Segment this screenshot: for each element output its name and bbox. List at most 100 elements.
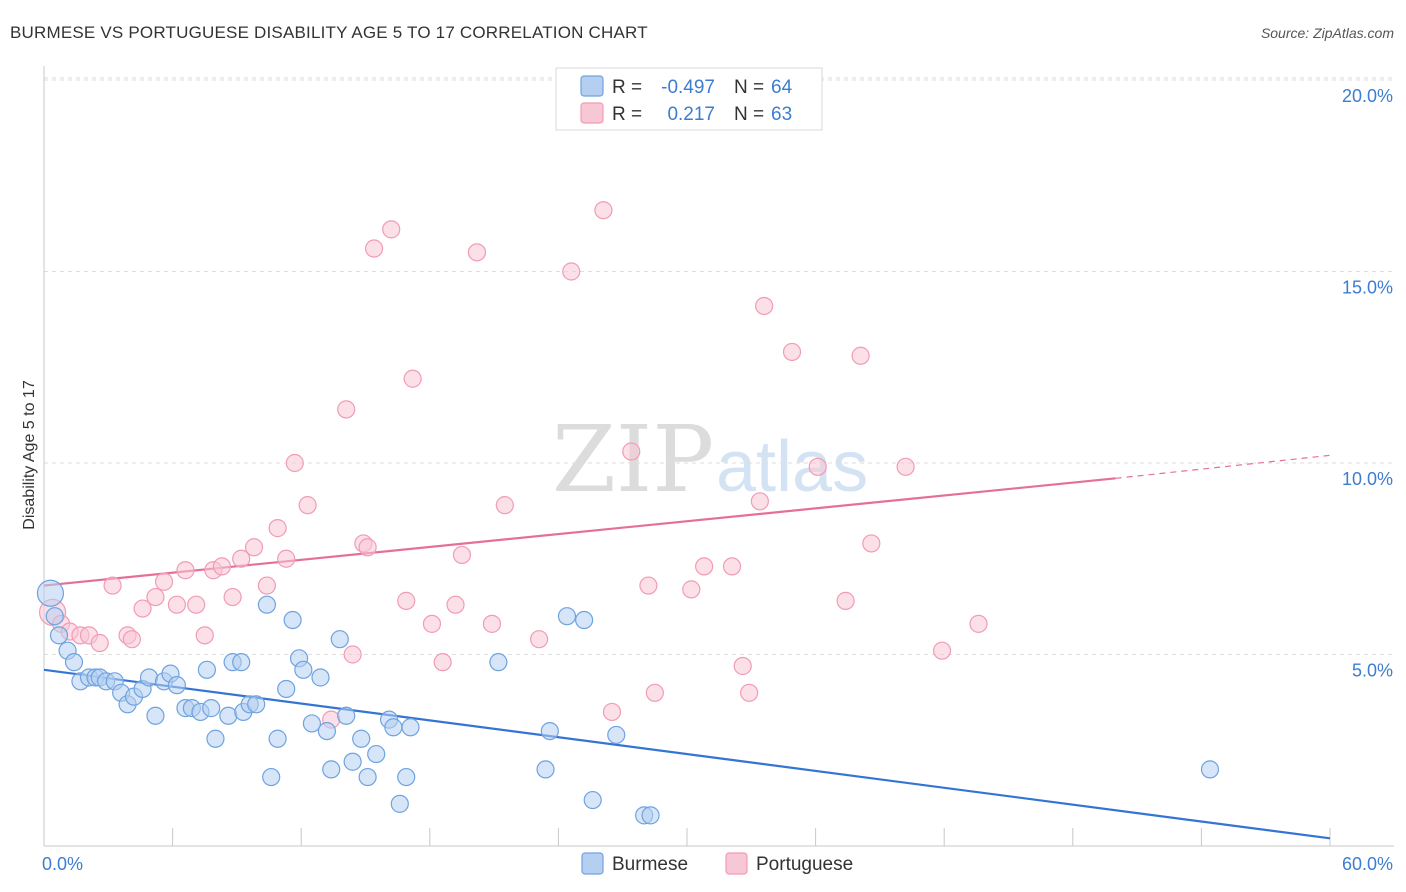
point-portuguese-25 [298, 496, 317, 515]
point-portuguese-47 [639, 576, 658, 595]
point-portuguese-55 [755, 296, 774, 316]
point-portuguese-49 [682, 580, 701, 599]
point-burmese-0 [36, 579, 65, 607]
point-burmese-54 [489, 653, 508, 672]
legend-r-label-portuguese: R = [612, 104, 642, 125]
point-portuguese-53 [740, 683, 759, 702]
point-portuguese-14 [187, 595, 206, 614]
point-burmese-44 [337, 706, 356, 725]
point-burmese-43 [330, 630, 349, 649]
point-burmese-34 [268, 729, 287, 748]
point-burmese-45 [343, 752, 362, 771]
point-portuguese-9 [133, 599, 152, 618]
correlation-legend: R = -0.497 N = 64 R = 0.217 N = 63 [555, 67, 823, 131]
point-burmese-15 [139, 668, 159, 687]
point-burmese-2 [49, 626, 69, 645]
point-portuguese-20 [244, 538, 264, 557]
legend-r-value-burmese: -0.497 [661, 77, 715, 98]
y-tick-label-3: 20.0% [1342, 86, 1393, 106]
point-portuguese-17 [212, 557, 231, 576]
point-portuguese-22 [268, 519, 287, 538]
y-tick-label-2: 15.0% [1342, 278, 1393, 298]
legend-n-value-portuguese: 63 [771, 104, 792, 125]
point-burmese-51 [390, 794, 409, 813]
point-portuguese-44 [594, 201, 613, 220]
series-legend-swatch-burmese [581, 852, 604, 875]
point-portuguese-61 [896, 457, 915, 476]
chart-title: BURMESE VS PORTUGUESE DISABILITY AGE 5 T… [10, 23, 648, 42]
data-points [36, 201, 1220, 825]
point-portuguese-6 [103, 576, 122, 595]
point-portuguese-19 [232, 549, 251, 568]
point-portuguese-51 [722, 557, 742, 576]
trend-line-extension-portuguese [1115, 454, 1331, 479]
point-burmese-60 [607, 725, 626, 745]
point-portuguese-63 [969, 614, 988, 633]
point-burmese-26 [219, 706, 238, 725]
point-portuguese-10 [146, 587, 165, 607]
point-portuguese-31 [364, 239, 384, 258]
point-portuguese-50 [695, 557, 714, 576]
point-portuguese-30 [358, 538, 377, 557]
point-burmese-42 [322, 760, 341, 779]
point-portuguese-43 [562, 262, 581, 281]
point-portuguese-41 [495, 496, 514, 515]
point-portuguese-57 [808, 457, 827, 476]
legend-n-label-burmese: N = [734, 77, 764, 98]
point-burmese-25 [206, 729, 225, 748]
x-tick-label-0: 0.0% [42, 854, 83, 874]
x-tick-label-1: 60.0% [1342, 854, 1393, 874]
point-burmese-36 [283, 610, 302, 630]
legend-swatch-burmese [580, 75, 604, 97]
point-portuguese-24 [285, 453, 304, 473]
point-portuguese-18 [223, 587, 242, 607]
point-burmese-24 [202, 699, 221, 718]
point-portuguese-28 [343, 645, 362, 664]
series-legend-label-burmese: Burmese [612, 854, 688, 875]
point-burmese-31 [247, 695, 266, 714]
point-burmese-50 [384, 718, 403, 737]
point-burmese-33 [262, 767, 281, 787]
point-burmese-28 [232, 653, 251, 672]
point-portuguese-45 [602, 702, 622, 722]
point-portuguese-52 [733, 656, 752, 676]
point-portuguese-33 [397, 591, 416, 610]
point-portuguese-48 [645, 683, 664, 702]
point-portuguese-8 [122, 630, 141, 649]
point-burmese-47 [358, 767, 377, 787]
point-burmese-48 [367, 744, 386, 764]
y-axis-label: Disability Age 5 to 17 [21, 380, 38, 530]
point-portuguese-11 [154, 572, 174, 591]
tick-labels: 5.0% 10.0% 15.0% 20.0% 0.0% 60.0% [42, 86, 1393, 874]
point-burmese-59 [583, 790, 602, 810]
legend-n-label-portuguese: N = [734, 104, 764, 125]
y-tick-label-0: 5.0% [1352, 661, 1393, 681]
legend-r-value-portuguese: 0.217 [667, 104, 715, 125]
legend-n-value-burmese: 64 [771, 77, 793, 98]
point-burmese-40 [311, 668, 330, 687]
point-portuguese-46 [622, 442, 641, 461]
point-portuguese-37 [446, 595, 465, 614]
point-burmese-35 [277, 679, 296, 699]
point-portuguese-21 [257, 576, 277, 595]
point-portuguese-39 [467, 243, 487, 262]
chart-source: Source: ZipAtlas.com [1261, 25, 1394, 41]
point-burmese-46 [352, 729, 371, 748]
point-portuguese-38 [452, 545, 472, 565]
point-burmese-38 [294, 660, 313, 679]
legend-r-label-burmese: R = [612, 77, 642, 98]
point-burmese-53 [401, 718, 420, 737]
point-portuguese-32 [382, 220, 401, 239]
point-burmese-56 [540, 721, 559, 741]
point-burmese-62 [641, 806, 660, 825]
point-burmese-32 [257, 595, 277, 614]
point-burmese-55 [536, 760, 555, 779]
point-burmese-23 [197, 660, 216, 679]
point-burmese-4 [64, 653, 84, 672]
y-tick-label-1: 10.0% [1342, 469, 1393, 489]
point-portuguese-35 [422, 614, 442, 633]
point-portuguese-60 [862, 534, 881, 553]
point-burmese-57 [557, 607, 577, 626]
point-burmese-52 [397, 767, 416, 787]
